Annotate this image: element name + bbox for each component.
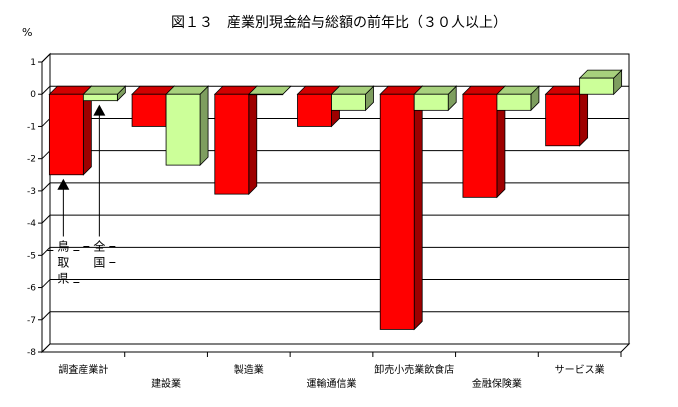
- bar-front: [462, 93, 498, 198]
- bar-tottori: [48, 85, 93, 176]
- y-axis-unit: %: [22, 26, 32, 39]
- gridline-side: [41, 118, 51, 127]
- x-tick-label: 調査産業計: [58, 363, 108, 376]
- y-tick-label: -8: [27, 348, 36, 358]
- bar-national: [82, 85, 127, 102]
- bar-tottori: [544, 85, 589, 147]
- bar-front: [297, 93, 332, 127]
- bar-national: [578, 69, 623, 96]
- bar-front: [214, 93, 250, 195]
- bar-top: [413, 85, 458, 95]
- y-tick-label: -1: [27, 122, 36, 132]
- y-tick-label: -2: [27, 155, 36, 165]
- y-tick-label: -6: [27, 284, 36, 294]
- bar-top: [247, 85, 292, 95]
- bar-front: [496, 93, 532, 111]
- bar-tottori: [213, 85, 258, 196]
- y-tick-label: -5: [27, 251, 36, 261]
- bar-national: [330, 85, 375, 112]
- y-tick-label: -7: [27, 316, 36, 326]
- bar-top: [165, 85, 210, 95]
- annotation-arrow-head: [57, 178, 70, 190]
- x-tick-label: 運輸通信業: [307, 377, 357, 390]
- y-tick-label: 1: [30, 58, 36, 68]
- bar-front: [248, 93, 284, 96]
- bar-front: [48, 93, 84, 176]
- bar-side: [248, 85, 258, 196]
- x-tick-label: サービス業: [555, 363, 605, 376]
- bar-front: [331, 93, 366, 111]
- bar-front: [165, 93, 201, 166]
- bar-front: [545, 93, 581, 147]
- gridline-side: [41, 150, 51, 160]
- y-tick-label: -4: [27, 219, 36, 229]
- bar-national: [413, 85, 458, 112]
- plot-floor: [40, 343, 631, 353]
- bar-side: [199, 85, 209, 167]
- gridline-side: [41, 311, 51, 321]
- bar-top: [495, 85, 540, 95]
- bar-top: [82, 85, 127, 95]
- annotation-label: 国: [93, 256, 105, 270]
- bar-side: [579, 85, 589, 147]
- bar-national: [495, 85, 540, 112]
- bar-tottori: [379, 85, 424, 331]
- x-tick-label: 卸売小売業飲食店: [374, 363, 454, 376]
- annotation-label: 取: [57, 256, 69, 270]
- annotation-label: 鳥: [57, 239, 69, 254]
- bar-front: [379, 93, 415, 330]
- bar-tottori: [461, 85, 506, 199]
- chart-title: 図１３ 産業別現金給与総額の前年比（３０人以上）: [171, 14, 507, 31]
- gridline-side: [41, 182, 51, 192]
- plot-side-wall: [41, 52, 51, 354]
- bar-national: [165, 85, 210, 167]
- annotation-label: 全: [93, 239, 105, 254]
- x-tick-label: 金融保険業: [472, 377, 522, 390]
- bar-front: [579, 77, 615, 95]
- annotation-arrow-head: [93, 104, 106, 116]
- bar-front: [413, 93, 449, 111]
- bar-top: [330, 85, 375, 95]
- bar-side: [413, 85, 423, 331]
- bar-front: [131, 93, 167, 127]
- gridline-side: [41, 214, 51, 224]
- gridline-side: [41, 246, 51, 256]
- gridline-side: [41, 53, 51, 63]
- bar-top: [578, 69, 623, 79]
- gridline-side: [41, 279, 51, 288]
- y-tick-label: 0: [30, 90, 36, 100]
- x-tick-label: 建設業: [151, 377, 181, 390]
- y-tick-label: -3: [27, 187, 36, 197]
- x-tick-label: 製造業: [234, 363, 264, 376]
- bar-front: [82, 93, 118, 102]
- annotation-label: 県: [57, 272, 69, 286]
- gridline-side: [41, 85, 51, 95]
- bar-national: [247, 85, 292, 96]
